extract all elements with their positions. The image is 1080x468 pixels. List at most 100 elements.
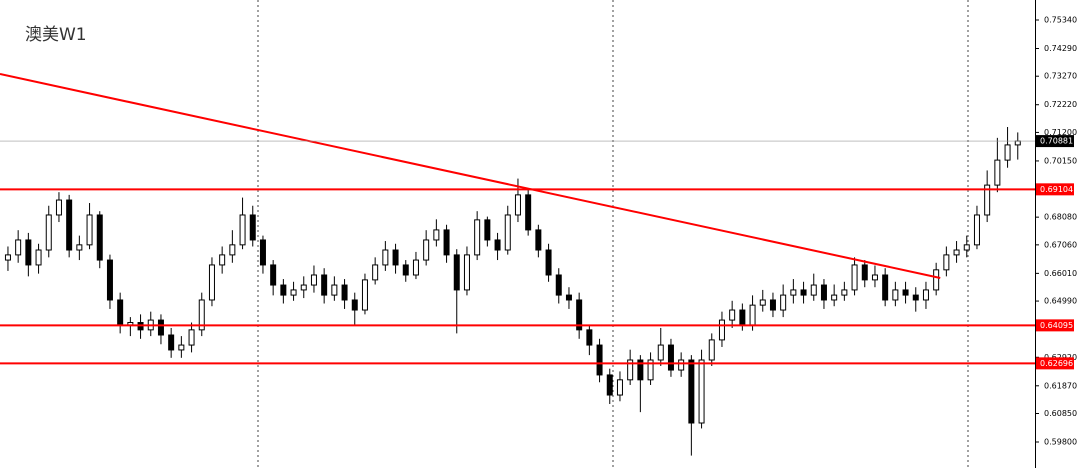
- y-tick-label: 0.68080: [1044, 213, 1077, 222]
- candle-body: [484, 219, 491, 241]
- candle-body: [647, 359, 654, 381]
- candle-body: [249, 214, 256, 241]
- candle-body: [474, 219, 481, 256]
- candle-body: [565, 294, 572, 301]
- level-label: 0.64095: [1040, 321, 1073, 330]
- candle-body: [535, 229, 542, 251]
- candle-body: [45, 214, 52, 251]
- candle-body: [372, 264, 379, 281]
- y-tick-label: 0.67060: [1044, 240, 1077, 249]
- candle-body: [627, 359, 634, 381]
- candle-body: [229, 244, 236, 256]
- candle-body: [708, 339, 715, 361]
- candle-body: [953, 249, 960, 256]
- candle-body: [168, 334, 175, 351]
- candle-body: [841, 289, 848, 296]
- candle-body: [616, 379, 623, 396]
- level-label: 0.62696: [1040, 359, 1073, 368]
- candle-body: [280, 284, 287, 296]
- candle-body: [882, 274, 889, 301]
- candle-body: [392, 249, 399, 266]
- candle-body: [310, 274, 317, 286]
- level-tag: [1036, 357, 1074, 370]
- candle-body: [321, 274, 328, 296]
- candle-body: [892, 289, 899, 301]
- candle-body: [35, 249, 42, 266]
- candle-body: [178, 344, 185, 351]
- candle-body: [270, 264, 277, 286]
- candle-body: [1014, 140, 1021, 146]
- candle-body: [25, 239, 32, 266]
- candle-body: [106, 259, 113, 301]
- candle-body: [739, 309, 746, 326]
- candle-body: [749, 304, 756, 326]
- candle-body: [188, 329, 195, 346]
- candle-body: [412, 259, 419, 276]
- candle-body: [861, 264, 868, 281]
- candle-body: [86, 214, 93, 246]
- candle-body: [4, 254, 11, 261]
- candle-body: [994, 159, 1001, 186]
- candle-body: [871, 274, 878, 281]
- current-price-tag: [1036, 135, 1074, 148]
- candle-body: [15, 239, 22, 256]
- candle-body: [729, 309, 736, 321]
- candle-body: [208, 264, 215, 301]
- candle-body: [637, 359, 644, 381]
- candle-body: [963, 244, 970, 251]
- candle-body: [504, 214, 511, 251]
- candle-body: [922, 289, 929, 301]
- y-tick-label: 0.73270: [1044, 72, 1077, 81]
- candle-body: [494, 239, 501, 251]
- candle-body: [769, 299, 776, 311]
- candle-body: [831, 294, 838, 301]
- candle-body: [606, 374, 613, 396]
- y-tick-label: 0.60850: [1044, 409, 1077, 418]
- candle-body: [219, 254, 226, 266]
- candle-body: [525, 194, 532, 231]
- level-label: 0.69104: [1040, 185, 1073, 194]
- candle-body: [351, 299, 358, 311]
- y-tick-label: 0.62920: [1044, 353, 1077, 362]
- candle-body: [300, 284, 307, 291]
- candle-body: [912, 294, 919, 301]
- candle-body: [657, 344, 664, 361]
- candle-body: [973, 214, 980, 246]
- level-tag: [1036, 183, 1074, 196]
- y-tick-label: 0.59800: [1044, 438, 1077, 447]
- candle-body: [453, 254, 460, 291]
- candle-body: [382, 249, 389, 266]
- candle-body: [933, 269, 940, 291]
- candle-body: [66, 199, 73, 251]
- candle-body: [157, 319, 164, 336]
- candle-body: [596, 344, 603, 376]
- current-price-label: 0.70881: [1040, 137, 1073, 146]
- candle-body: [423, 239, 430, 261]
- y-tick-label: 0.61870: [1044, 381, 1077, 390]
- candle-body: [443, 229, 450, 256]
- candle-body: [514, 194, 521, 216]
- candle-body: [290, 289, 297, 296]
- chart-title: 澳美W1: [25, 25, 87, 45]
- candle-body: [984, 184, 991, 216]
- candle-body: [576, 299, 583, 331]
- candle-body: [341, 284, 348, 301]
- candle-body: [433, 229, 440, 241]
- candle-body: [55, 199, 62, 216]
- candle-body: [198, 299, 205, 331]
- candle-body: [402, 264, 409, 276]
- candle-body: [902, 289, 909, 296]
- candle-body: [76, 244, 83, 251]
- candle-body: [1004, 144, 1011, 161]
- candle-body: [463, 254, 470, 291]
- candle-body: [678, 359, 685, 371]
- candle-body: [361, 279, 368, 311]
- candle-body: [800, 289, 807, 296]
- candle-body: [331, 284, 338, 296]
- trend-line: [0, 73, 941, 279]
- y-tick-label: 0.71200: [1044, 128, 1077, 137]
- candle-body: [943, 254, 950, 271]
- y-tick-label: 0.74290: [1044, 44, 1077, 53]
- y-tick-label: 0.72220: [1044, 100, 1077, 109]
